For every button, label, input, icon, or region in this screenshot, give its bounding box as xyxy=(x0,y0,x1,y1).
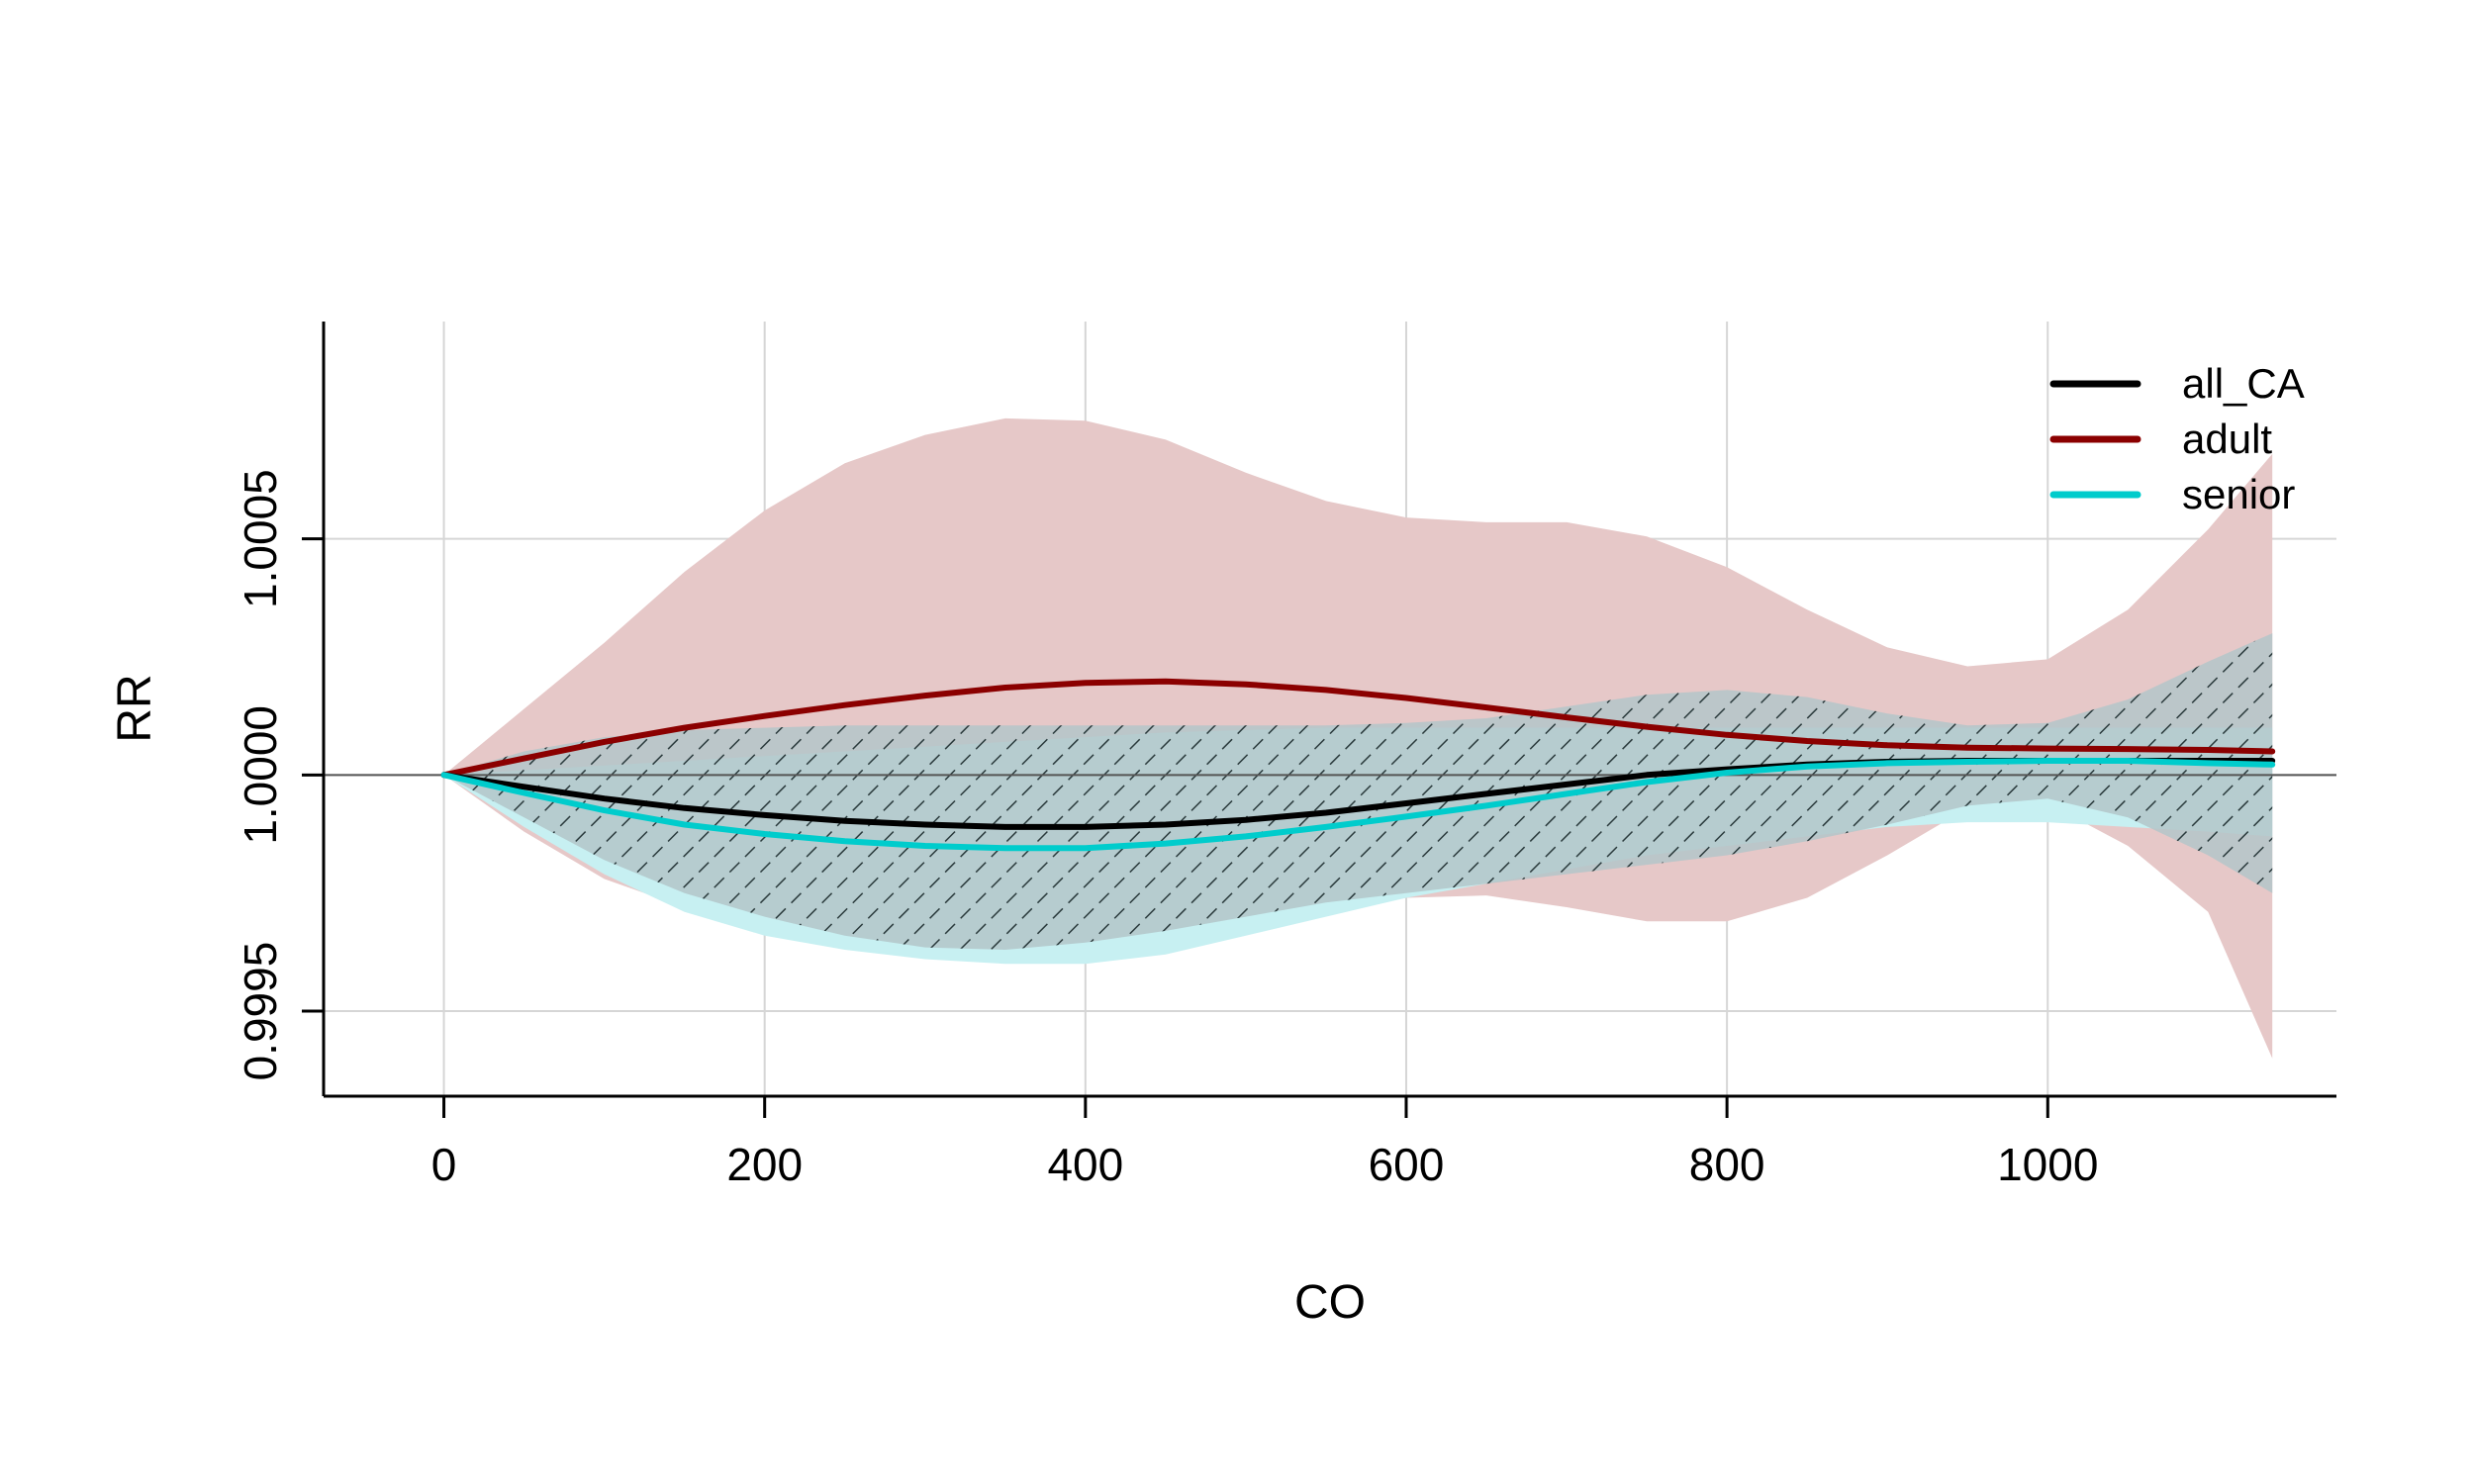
legend-label-all_CA: all_CA xyxy=(2182,360,2305,407)
x-tick-label: 600 xyxy=(1369,1139,1445,1190)
ci-hatch-all_CA xyxy=(443,633,2273,950)
x-tick-label: 400 xyxy=(1047,1139,1123,1190)
axes: 0 200 400 600 800 1000 0.9995 1.0000 1.0005 xyxy=(235,322,2336,1190)
y-tick-label: 0.9995 xyxy=(235,942,286,1081)
y-tick-label: 1.0005 xyxy=(235,469,286,608)
y-axis-label: RR xyxy=(109,674,161,742)
series-line-senior xyxy=(440,758,2276,852)
confidence-bands xyxy=(443,417,2273,1059)
x-tick-label: 0 xyxy=(431,1139,457,1190)
series-line-adult xyxy=(440,678,2276,779)
x-tick-label: 800 xyxy=(1689,1139,1765,1190)
x-tick-label: 1000 xyxy=(1997,1139,2098,1190)
series-lines xyxy=(440,678,2276,852)
y-tick-label: 1.0000 xyxy=(235,705,286,845)
x-axis-label: CO xyxy=(1294,1276,1366,1329)
legend-label-adult: adult xyxy=(2182,416,2272,462)
x-tick-label: 200 xyxy=(726,1139,803,1190)
legend-label-senior: senior xyxy=(2182,471,2295,517)
